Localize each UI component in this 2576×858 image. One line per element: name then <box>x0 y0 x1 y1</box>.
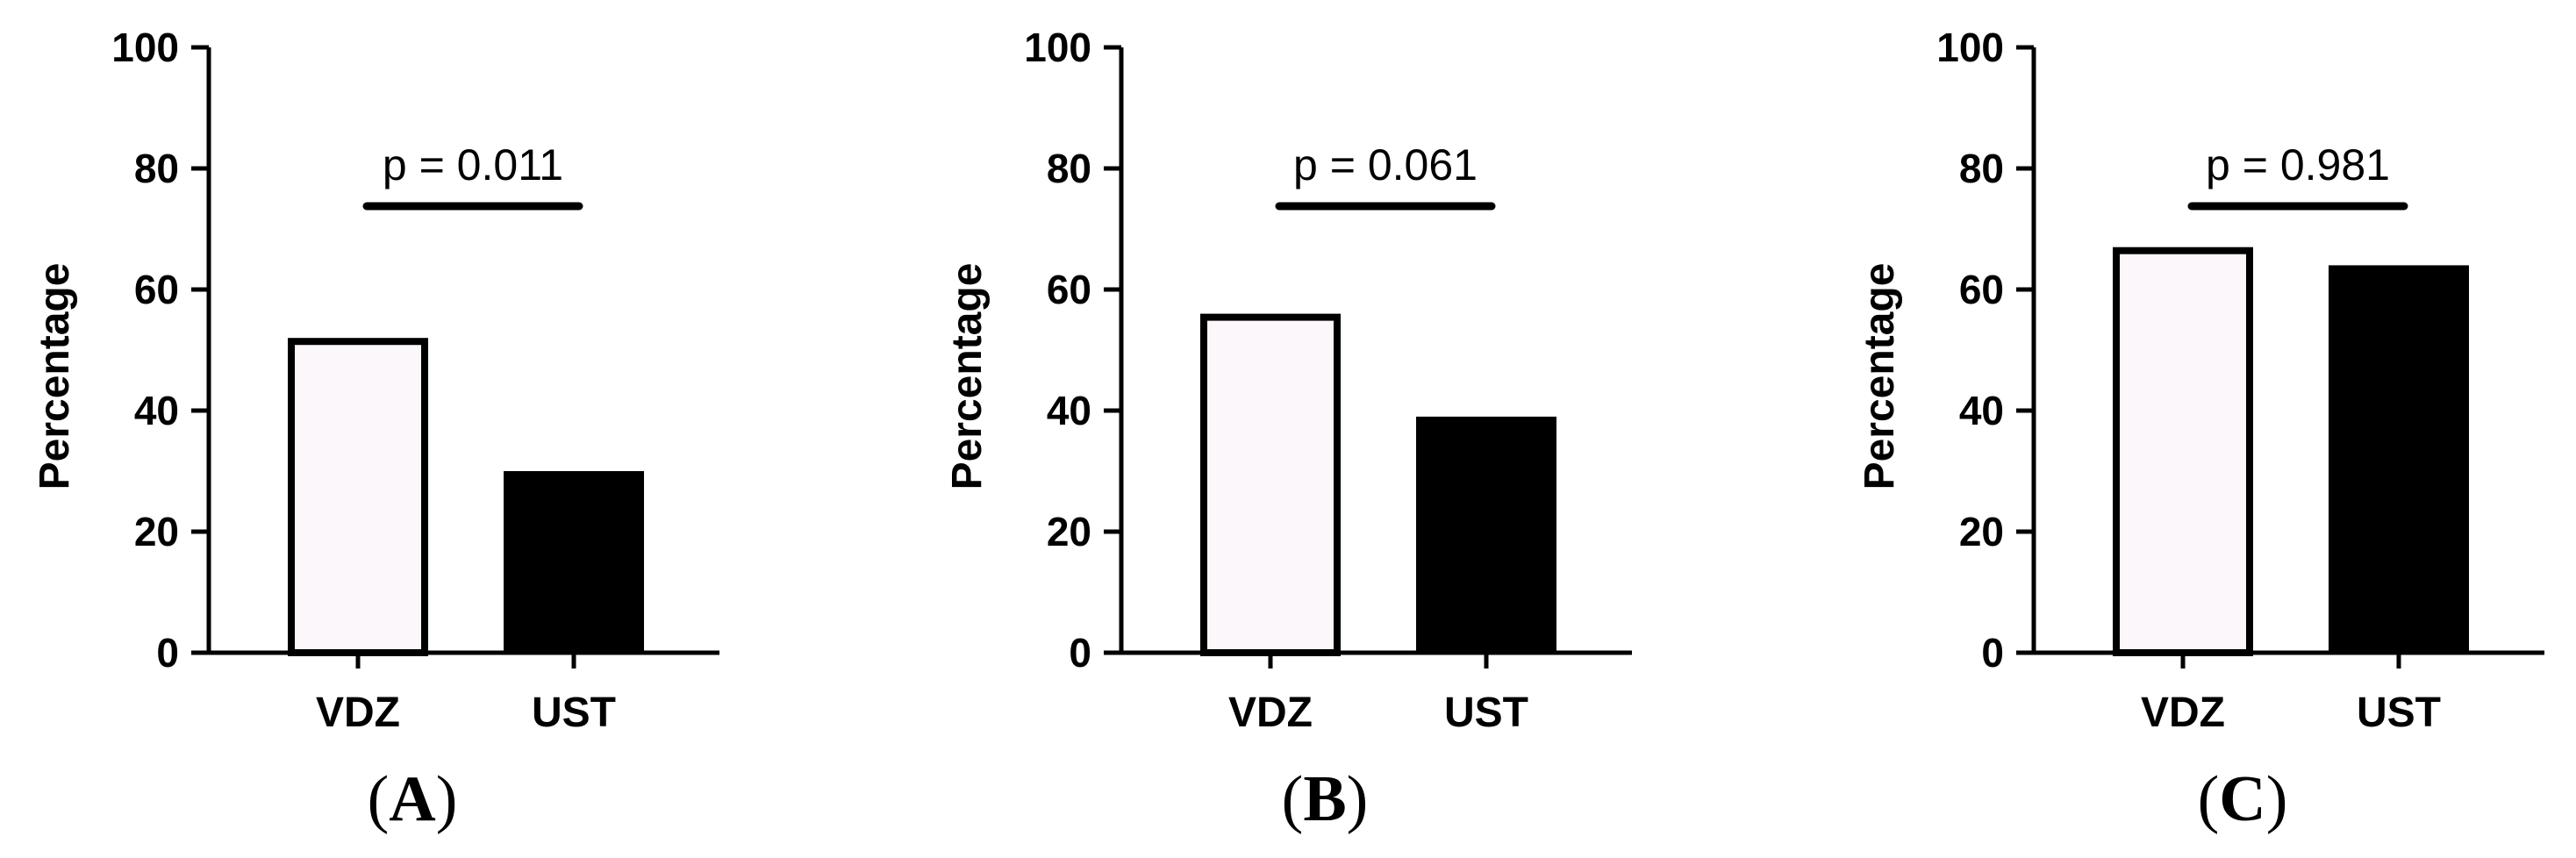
bar-vdz <box>1200 313 1341 656</box>
y-tick-label: 80 <box>1959 146 2004 191</box>
y-axis-title: Percentage <box>944 263 991 490</box>
y-tick-label: 0 <box>1069 630 1091 676</box>
panel-label: (A) <box>368 763 458 835</box>
x-tick-label-ust: UST <box>1444 690 1528 736</box>
y-tick-label: 100 <box>111 25 179 70</box>
y-tick-label: 100 <box>1024 25 1091 70</box>
x-tick-label-vdz: VDZ <box>2141 690 2225 736</box>
bar-vdz <box>2113 247 2253 656</box>
p-value-annotation: p = 0.061 <box>1293 140 1478 189</box>
y-tick-label: 40 <box>1959 388 2004 433</box>
bar-ust <box>2329 265 2469 653</box>
chart-panel-3: 0 20 40 60 80 100 VDZ UST Percentage p = 0.981 (C) <box>1857 25 2544 835</box>
y-tick-label: 40 <box>134 388 179 433</box>
panel-label: (B) <box>1282 763 1369 835</box>
bar-vdz <box>288 338 428 656</box>
y-tick-label: 60 <box>1959 267 2004 312</box>
y-tick-label: 80 <box>1047 146 1091 191</box>
y-tick-label: 20 <box>1047 509 1091 554</box>
p-value-annotation: p = 0.011 <box>383 140 563 189</box>
y-tick-label: 0 <box>1981 630 2004 676</box>
x-tick-label-vdz: VDZ <box>1228 690 1313 736</box>
x-tick-label-vdz: VDZ <box>316 690 400 736</box>
y-tick-label: 60 <box>1047 267 1091 312</box>
y-tick-label: 0 <box>156 630 179 676</box>
y-tick-label: 20 <box>1959 509 2004 554</box>
x-tick-label-ust: UST <box>532 690 616 736</box>
y-axis-title: Percentage <box>1857 263 1903 490</box>
chart-panel-2: 0 20 40 60 80 100 VDZ UST Percentage p = 0.061 (B) <box>944 25 1632 835</box>
bar-ust <box>504 471 644 653</box>
x-tick-label-ust: UST <box>2357 690 2441 736</box>
y-tick-label: 20 <box>134 509 179 554</box>
bar-ust <box>1416 416 1556 653</box>
y-tick-label: 100 <box>1936 25 2004 70</box>
y-tick-label: 60 <box>134 267 179 312</box>
chart-panel-1: 0 20 40 60 80 100 VDZ UST Percentage p = 0.011 (A) <box>32 25 719 835</box>
y-tick-label: 40 <box>1047 388 1091 433</box>
panel-label: (C) <box>2198 763 2288 835</box>
y-axis-title: Percentage <box>32 263 78 490</box>
p-value-annotation: p = 0.981 <box>2206 140 2390 189</box>
y-tick-label: 80 <box>134 146 179 191</box>
